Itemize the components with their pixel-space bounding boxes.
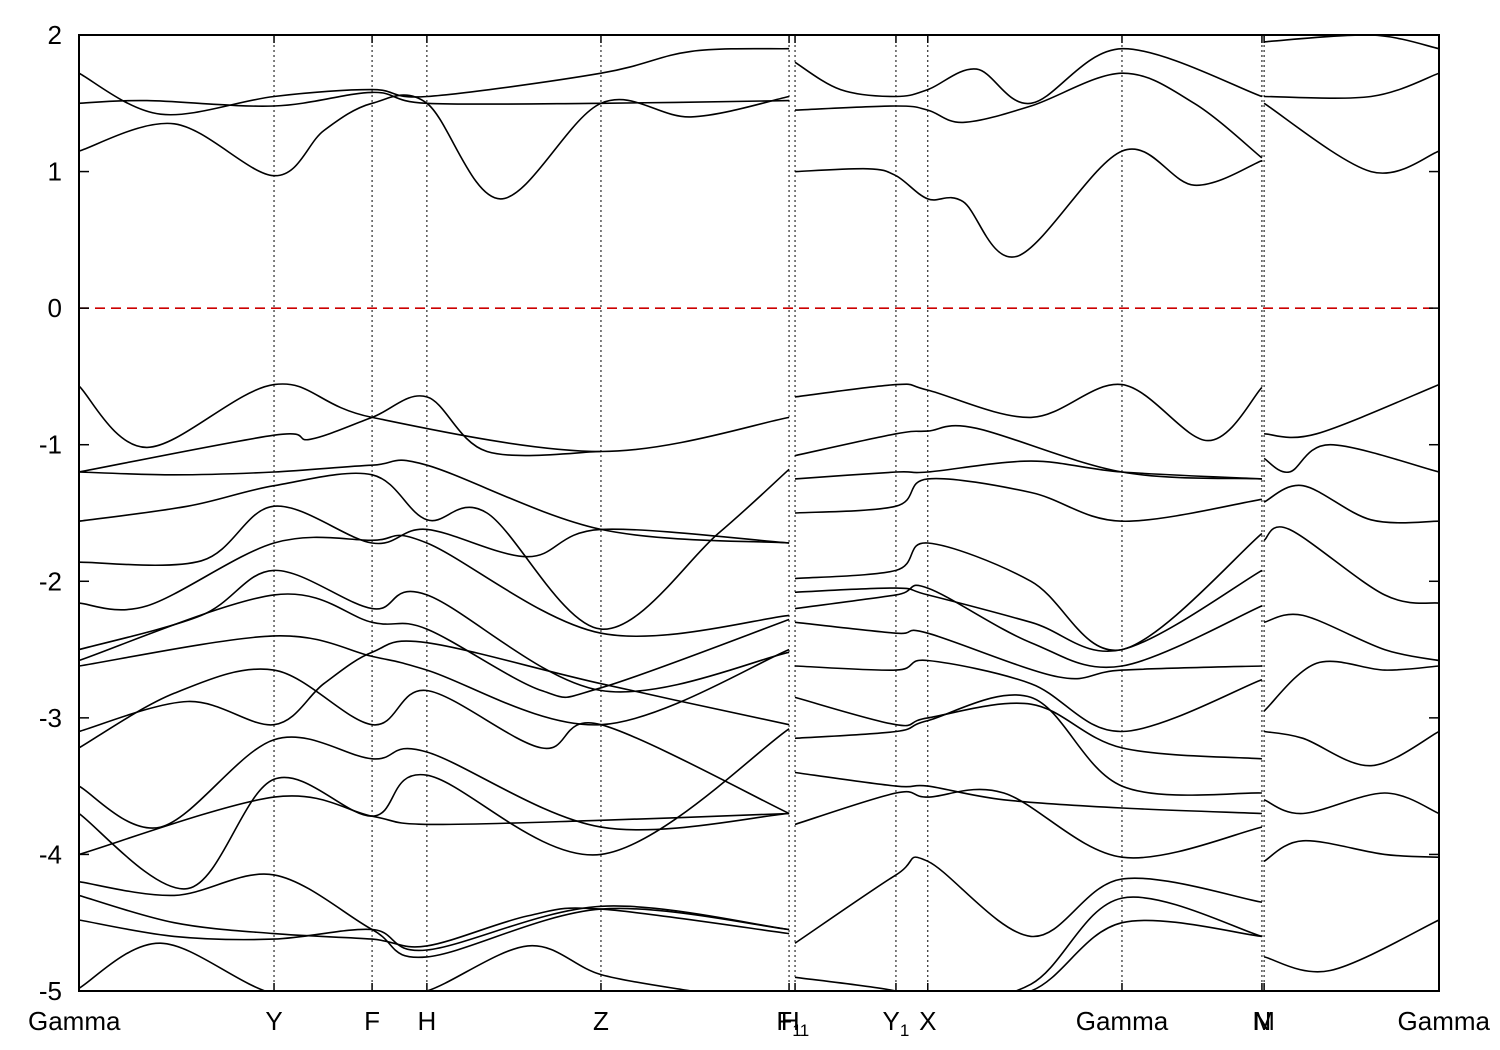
kpoint-label: X	[919, 1006, 936, 1036]
band-line	[794, 477, 1263, 523]
band-line	[79, 668, 790, 815]
band-lines	[79, 35, 1439, 991]
kpoint-label: Gamma	[1398, 1006, 1491, 1036]
kpoint-label: M	[1253, 1006, 1275, 1036]
band-line	[794, 621, 1262, 680]
y-axis-ticks: -5 -4 -3 -2 -1 0 1 2	[39, 20, 1439, 1006]
band-line	[794, 896, 1263, 991]
band-line	[1264, 383, 1439, 439]
band-line	[794, 148, 1263, 258]
high-symmetry-gridlines	[273, 35, 1265, 991]
band-line	[1028, 919, 1262, 991]
band-line	[1263, 792, 1439, 815]
band-line	[79, 383, 790, 453]
band-line	[794, 72, 1263, 159]
band-line	[79, 635, 790, 726]
kpoint-label: F	[364, 1006, 380, 1036]
band-line	[79, 94, 790, 200]
kpoint-label: Z	[593, 1006, 609, 1036]
band-line	[79, 728, 790, 890]
band-line	[1264, 35, 1439, 50]
band-line	[1263, 839, 1439, 863]
band-line	[1263, 613, 1439, 662]
band-line	[79, 736, 790, 831]
band-line	[79, 942, 692, 991]
kpoint-label: Gamma	[1076, 1006, 1169, 1036]
band-line	[1263, 443, 1439, 473]
band-line	[794, 856, 1263, 944]
band-line	[79, 459, 790, 544]
band-line	[794, 383, 1263, 442]
band-line	[79, 593, 790, 699]
band-line	[79, 91, 790, 107]
band-line	[794, 771, 1262, 815]
band-line	[79, 894, 790, 948]
band-line	[79, 905, 790, 952]
band-line	[1263, 484, 1439, 524]
kpoint-label: H	[417, 1006, 436, 1036]
band-line	[79, 873, 790, 959]
y-tick-label: -1	[39, 430, 62, 460]
band-line	[794, 532, 1263, 652]
kpoint-label: H1	[781, 1006, 809, 1040]
band-line	[794, 659, 1263, 733]
band-line	[794, 569, 1263, 652]
band-line	[794, 424, 1262, 480]
y-tick-label: 0	[48, 293, 62, 323]
kpoint-label: Y	[265, 1006, 282, 1036]
band-line	[79, 795, 790, 856]
band-line	[1264, 72, 1439, 99]
kpoint-label: Y1	[883, 1006, 910, 1040]
plot-frame	[78, 34, 1440, 992]
y-tick-label: -4	[39, 839, 62, 869]
band-line	[79, 505, 790, 567]
kpoint-label: Gamma	[28, 1006, 121, 1036]
band-line	[794, 694, 1262, 796]
y-tick-label: 1	[48, 157, 62, 187]
y-tick-label: -2	[39, 566, 62, 596]
band-line	[1263, 919, 1439, 973]
kpoint-label: N	[1253, 1006, 1272, 1036]
band-line	[794, 584, 1263, 668]
band-line	[794, 460, 1262, 480]
band-line	[1263, 730, 1439, 767]
band-line	[1263, 660, 1439, 712]
band-line	[79, 640, 790, 733]
band-line	[794, 696, 1262, 760]
band-line	[1263, 102, 1439, 174]
band-line	[794, 788, 1263, 859]
y-tick-label: 2	[48, 20, 62, 50]
band-line	[79, 534, 790, 637]
band-line	[79, 395, 602, 473]
band-line	[794, 47, 1263, 105]
y-tick-label: -5	[39, 976, 62, 1006]
band-line	[79, 468, 790, 630]
y-tick-label: -3	[39, 703, 62, 733]
band-line	[79, 47, 790, 116]
band-line	[1263, 526, 1439, 604]
kpoint-label: F1	[776, 1006, 801, 1040]
